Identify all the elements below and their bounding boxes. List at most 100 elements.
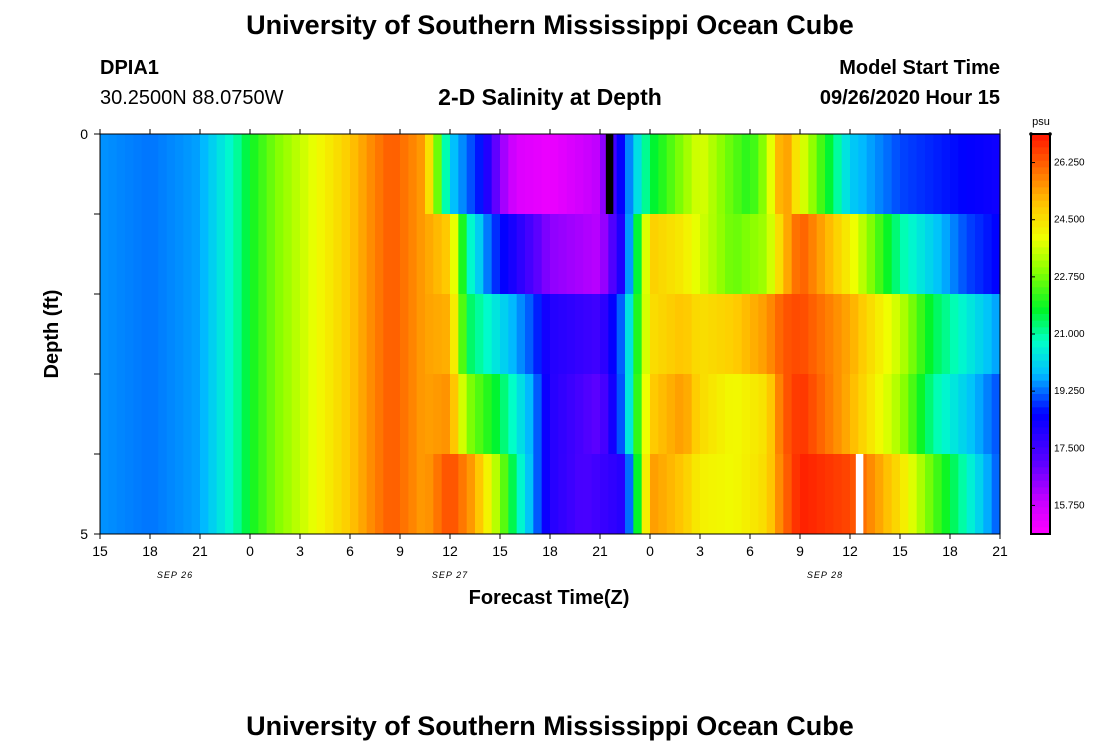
colorbar-tick-label: 24.500	[1054, 215, 1085, 226]
heatmap-cell	[508, 214, 518, 295]
x-tick-label: 21	[592, 543, 608, 559]
heatmap-cell	[275, 294, 284, 375]
x-tick-label: 21	[992, 543, 1008, 559]
model-start-value: 09/26/2020 Hour 15	[819, 87, 1000, 109]
heatmap-cell	[166, 294, 176, 375]
colorbar-segment	[1031, 480, 1050, 488]
heatmap-cell	[575, 134, 584, 215]
heatmap-cell	[450, 214, 459, 295]
heatmap-cell	[833, 214, 843, 295]
heatmap-cell	[441, 134, 451, 215]
heatmap-cell	[566, 294, 576, 375]
heatmap-cell	[833, 134, 843, 215]
heatmap-cell	[825, 374, 834, 455]
heatmap-cell	[391, 134, 401, 215]
colorbar-segment	[1031, 340, 1050, 348]
heatmap-cell	[816, 214, 826, 295]
heatmap-cell	[333, 294, 343, 375]
heatmap-cell	[850, 454, 859, 535]
heatmap-cell	[741, 134, 751, 215]
heatmap-cell	[175, 374, 184, 455]
heatmap-cell	[108, 374, 118, 455]
heatmap-cell	[966, 454, 976, 535]
x-tick-label: 18	[142, 543, 158, 559]
station-id: DPIA1	[100, 57, 159, 79]
heatmap-cell	[608, 214, 618, 295]
x-tick-label: 15	[492, 543, 508, 559]
heatmap-cell	[516, 214, 526, 295]
heatmap-cell	[850, 374, 859, 455]
heatmap-cell	[208, 134, 218, 215]
heatmap-cell	[750, 134, 759, 215]
heatmap-cell	[158, 214, 168, 295]
heatmap-cell	[841, 454, 851, 535]
x-axis-label: Forecast Time(Z)	[469, 587, 630, 609]
heatmap-cell	[291, 374, 301, 455]
heatmap-cell	[883, 294, 893, 375]
heatmap-cell	[608, 374, 618, 455]
heatmap-cell	[900, 294, 909, 375]
heatmap-cell	[600, 294, 609, 375]
heatmap-cell	[258, 134, 268, 215]
heatmap-cell	[633, 214, 643, 295]
colorbar-segment	[1031, 394, 1050, 402]
heatmap-cell	[666, 374, 676, 455]
heatmap-cell	[866, 294, 876, 375]
heatmap-cell	[625, 134, 634, 215]
heatmap-cell	[391, 374, 401, 455]
heatmap-cell	[933, 294, 943, 375]
heatmap-cell	[108, 214, 118, 295]
colorbar-tick-label: 19.250	[1054, 386, 1085, 397]
heatmap-cell	[116, 134, 126, 215]
heatmap-cell	[266, 374, 276, 455]
heatmap-cell	[350, 374, 359, 455]
x-tick-label: 3	[696, 543, 704, 559]
heatmap-cell	[191, 454, 201, 535]
heatmap-cell	[158, 134, 168, 215]
heatmap-cell	[775, 374, 784, 455]
heatmap-cell	[450, 294, 459, 375]
heatmap-cell	[275, 454, 284, 535]
heatmap-cell	[300, 374, 309, 455]
heatmap-cell	[200, 134, 209, 215]
heatmap-cell	[975, 454, 984, 535]
colorbar-corner-dot	[1029, 132, 1033, 136]
heatmap-cell	[891, 454, 901, 535]
heatmap-cell	[125, 214, 134, 295]
heatmap-cell	[641, 454, 651, 535]
heatmap-cell	[875, 214, 884, 295]
heatmap-cell	[616, 294, 626, 375]
heatmap-cell	[791, 134, 801, 215]
colorbar-segment	[1031, 274, 1050, 282]
heatmap-cell	[333, 214, 343, 295]
colorbar-unit: psu	[1032, 116, 1050, 128]
heatmap-cell	[100, 374, 109, 455]
heatmap-cell	[475, 134, 484, 215]
x-tick-label: 15	[892, 543, 908, 559]
heatmap-cell	[383, 294, 393, 375]
heatmap-cell	[441, 454, 451, 535]
heatmap-cell	[166, 454, 176, 535]
footer-title: University of Southern Mississippi Ocean…	[246, 711, 854, 741]
heatmap-cell	[966, 214, 976, 295]
heatmap-cell	[100, 294, 109, 375]
heatmap-cell	[783, 214, 793, 295]
heatmap-cell	[375, 214, 384, 295]
heatmap-cell	[733, 294, 743, 375]
heatmap-cell	[950, 134, 959, 215]
x-tick-label: 12	[842, 543, 858, 559]
heatmap-cell	[916, 454, 926, 535]
heatmap-cell	[258, 374, 268, 455]
heatmap-cell	[858, 374, 868, 455]
heatmap-cell	[225, 454, 234, 535]
heatmap-cell	[141, 454, 151, 535]
x-tick-label: 12	[442, 543, 458, 559]
heatmap-cell	[541, 134, 551, 215]
y-axis-label: Depth (ft)	[41, 290, 63, 379]
heatmap-cell	[516, 374, 526, 455]
heatmap-cell	[391, 294, 401, 375]
heatmap-cell	[108, 294, 118, 375]
heatmap-cell	[233, 454, 243, 535]
heatmap-cell	[825, 294, 834, 375]
heatmap-cell	[150, 214, 159, 295]
